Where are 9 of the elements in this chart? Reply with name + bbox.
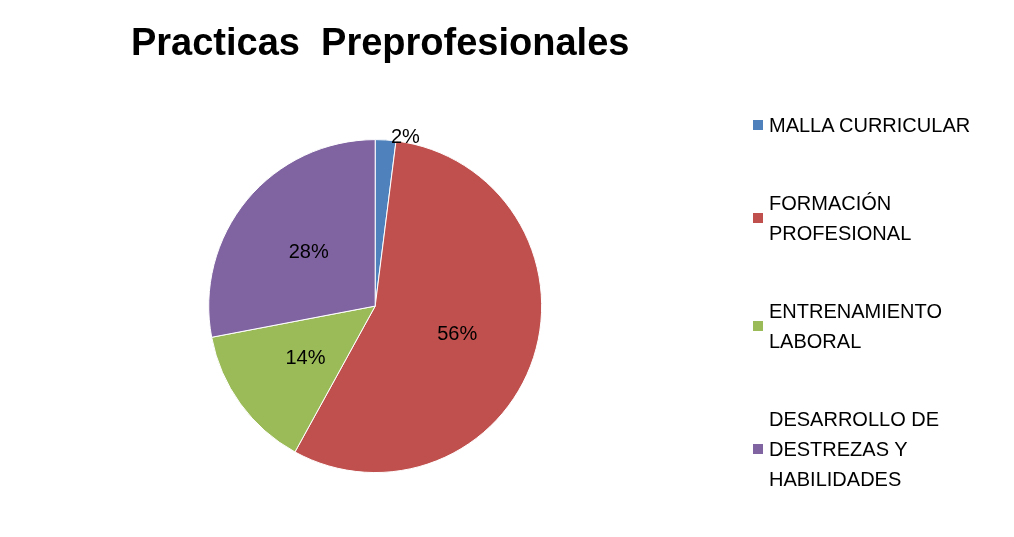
chart-title: Practicas Preprofesionales: [130, 21, 630, 63]
legend-label: ENTRENAMIENTO LABORAL: [769, 300, 948, 352]
data-label: 14%: [285, 345, 326, 368]
data-label: 28%: [288, 240, 329, 263]
legend-label: MALLA CURRICULAR: [769, 114, 971, 136]
legend-label: DESARROLLO DE DESTREZAS Y HABILIDADES: [769, 408, 945, 490]
data-label: 56%: [437, 321, 478, 344]
data-label: 2%: [390, 124, 421, 147]
legend-label: FORMACIÓN PROFESIONAL: [769, 192, 912, 244]
